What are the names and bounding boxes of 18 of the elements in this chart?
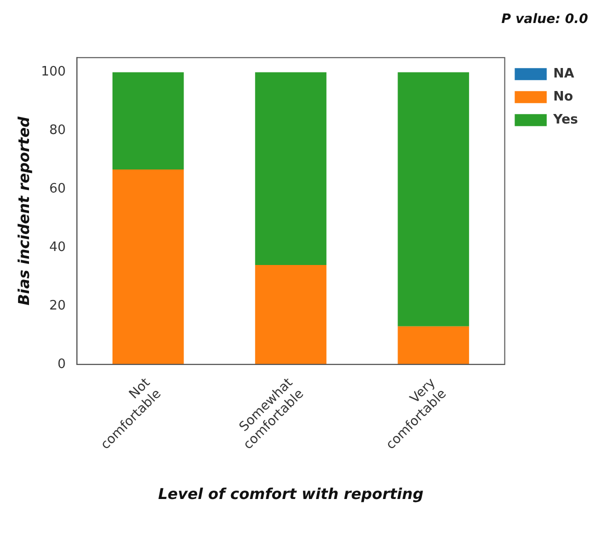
y-tick-label: 100 [40,64,66,80]
bar [398,72,470,326]
legend-label: NA [553,66,574,82]
bar [255,72,326,266]
legend-label: Yes [552,112,578,128]
x-axis-title: Level of comfort with reporting [158,484,424,503]
bar [255,265,326,364]
y-tick-label: 0 [58,356,66,372]
y-tick-label: 60 [49,181,66,196]
bar [112,72,184,170]
legend-label: No [553,89,574,104]
y-tick-label: 80 [49,123,66,138]
bar [398,326,470,364]
y-axis-title: Bias incident reported [14,116,33,306]
y-tick-label: 40 [49,240,66,255]
y-tick-label: 20 [49,298,66,314]
text: P value: 0.0 [501,12,588,28]
bar [112,170,184,364]
